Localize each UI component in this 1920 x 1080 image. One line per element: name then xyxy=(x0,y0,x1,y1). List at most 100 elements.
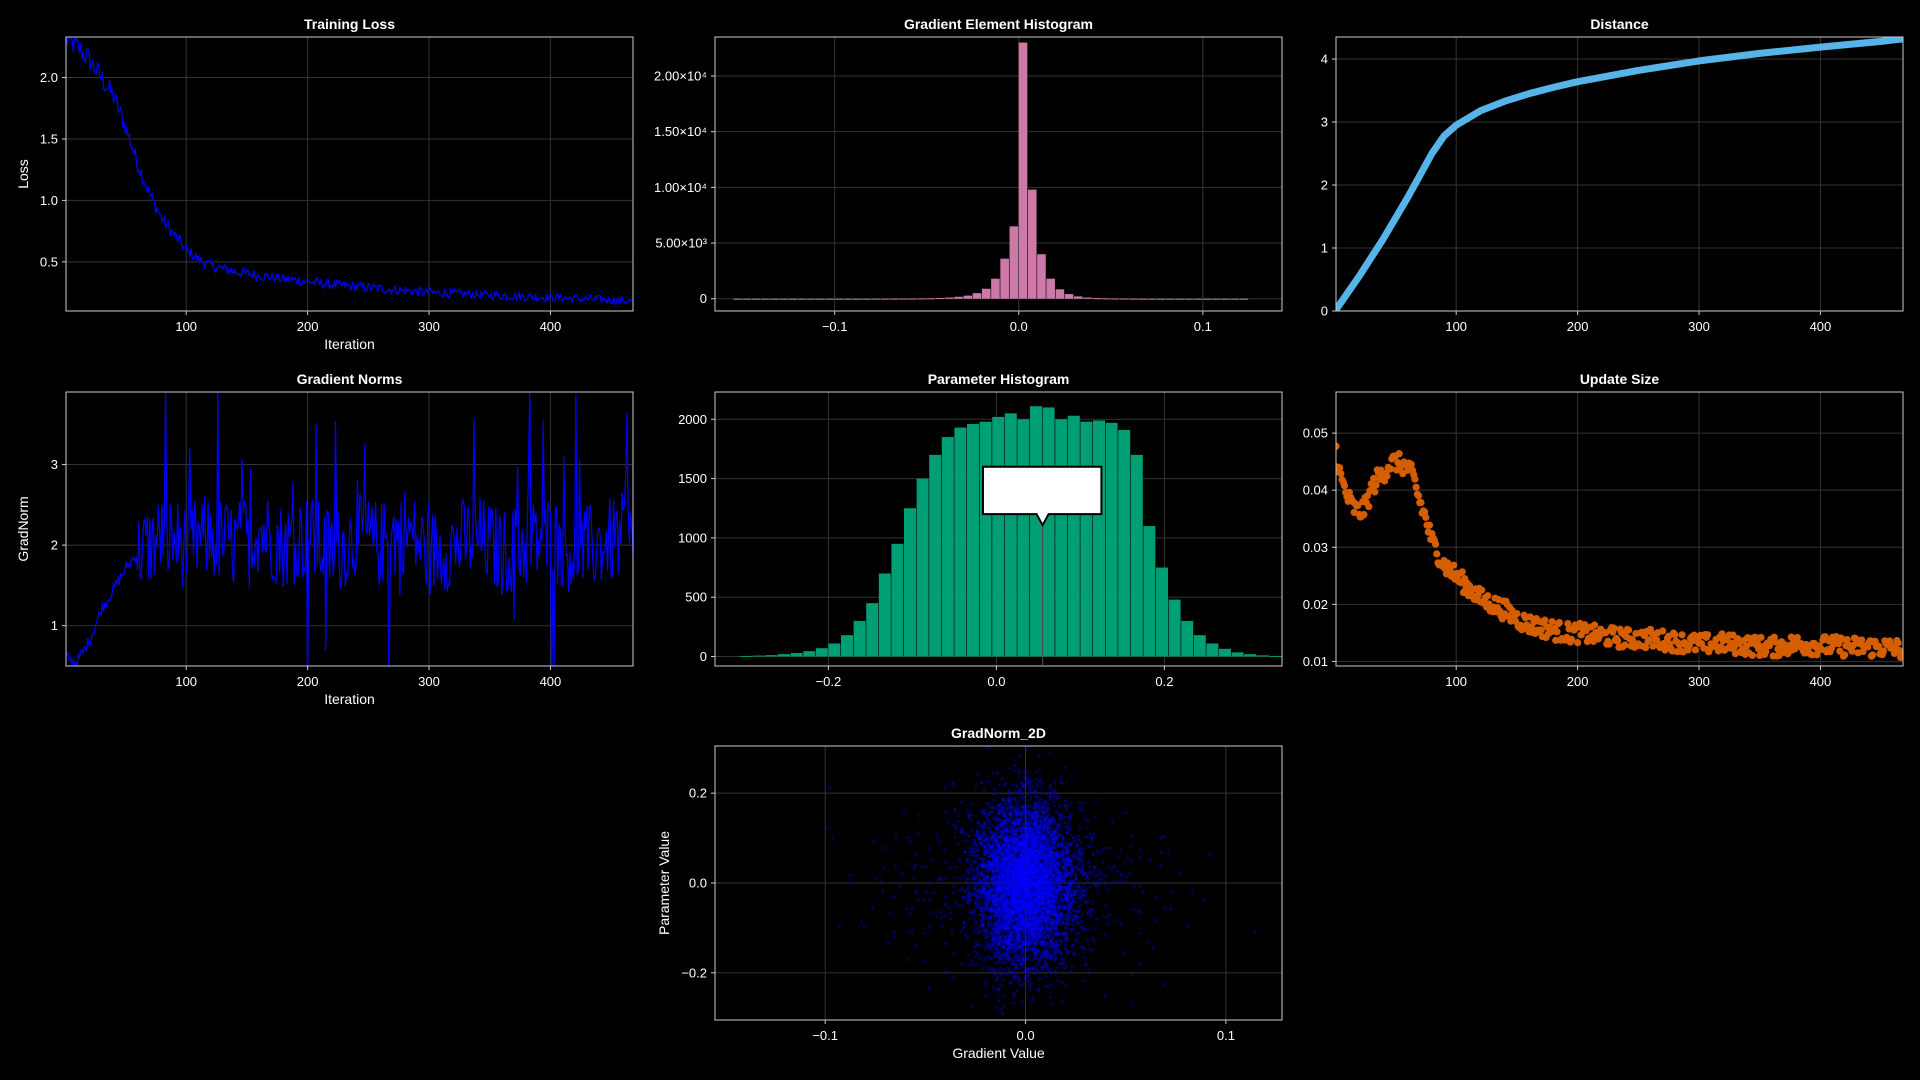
gradnorm-2d-point xyxy=(1003,892,1007,896)
gradnorm-2d-point xyxy=(1062,878,1066,882)
gradnorm-2d-point xyxy=(1055,928,1059,932)
gradnorm-2d-point xyxy=(1084,876,1088,880)
gradnorm-2d-point xyxy=(1031,851,1035,855)
histogram-bar xyxy=(1105,422,1118,657)
gradnorm-2d-point xyxy=(974,921,978,925)
gradnorm-2d-point xyxy=(995,881,999,885)
gradnorm-2d-point xyxy=(1069,832,1073,837)
gradnorm-2d-point xyxy=(998,864,1003,868)
gradnorm-2d-point xyxy=(1020,858,1024,862)
gradnorm-2d-point xyxy=(1041,852,1045,857)
gradnorm-2d-point xyxy=(1041,869,1045,873)
gradnorm-2d-point xyxy=(1047,854,1052,858)
gradnorm-2d-point xyxy=(1007,853,1011,857)
update-size-point xyxy=(1458,568,1466,576)
gradnorm-2d-point xyxy=(1040,916,1044,920)
gradnorm-2d-point xyxy=(1008,811,1013,815)
gradnorm-2d-point xyxy=(1019,869,1024,873)
y-tick-label: 0.05 xyxy=(1303,426,1328,441)
gradnorm-2d-point xyxy=(1018,834,1023,838)
histogram-bar xyxy=(733,298,743,300)
gradnorm-2d-point xyxy=(1034,920,1038,924)
gradnorm-2d-point xyxy=(999,908,1004,912)
gradnorm-2d-point xyxy=(997,845,1001,849)
gradnorm-2d-point xyxy=(1116,870,1120,874)
update-size-point xyxy=(1407,460,1415,468)
gradnorm-2d-point xyxy=(1035,838,1039,842)
gradnorm-2d-point xyxy=(1034,810,1038,814)
gradnorm-2d-point xyxy=(984,887,988,891)
gradnorm-2d-point xyxy=(1042,824,1047,828)
gradnorm-2d-point xyxy=(1039,914,1044,919)
gradnorm-2d-point xyxy=(1046,944,1050,948)
gradnorm-2d-point xyxy=(1000,792,1004,796)
update-size-point xyxy=(1337,469,1345,478)
gradnorm-2d-point xyxy=(1013,918,1018,922)
gradnorm-2d-point xyxy=(1008,855,1012,859)
gradnorm-2d-point xyxy=(969,892,973,897)
gradnorm-2d-point xyxy=(1057,885,1061,889)
gradnorm-2d-point xyxy=(975,880,979,884)
gradnorm-2d-point xyxy=(1036,908,1041,912)
histogram-bar xyxy=(1073,296,1083,299)
gradnorm-2d-point xyxy=(1009,886,1013,890)
gradnorm-2d-point xyxy=(991,938,995,942)
gradnorm-2d-point xyxy=(1037,880,1041,884)
gradnorm-2d-point xyxy=(996,931,1000,935)
gradnorm-2d-point xyxy=(1092,883,1096,887)
gradnorm-2d-point xyxy=(1049,982,1053,986)
gradnorm-2d-point xyxy=(986,934,990,938)
gradnorm-2d-point xyxy=(1027,907,1031,911)
update-size-point xyxy=(1431,540,1440,548)
x-tick-label: 100 xyxy=(175,319,197,334)
gradnorm-2d-point xyxy=(1054,970,1058,974)
gradnorm-2d-point xyxy=(1026,866,1030,870)
gradnorm-2d-point xyxy=(952,807,957,811)
gradnorm-2d-point xyxy=(1001,898,1005,902)
gradnorm-2d-point xyxy=(960,827,964,832)
gradnorm-2d-point xyxy=(1020,914,1024,918)
gradnorm-2d-point xyxy=(991,792,996,796)
gradnorm-2d-point xyxy=(1103,873,1107,877)
gradnorm-2d-point xyxy=(1005,937,1010,942)
gradnorm-2d-point xyxy=(1036,784,1040,788)
gradnorm-2d-point xyxy=(1065,831,1069,835)
gradnorm-2d-point xyxy=(1026,859,1030,863)
gradnorm-2d-point xyxy=(996,907,1000,912)
gradnorm-2d-point xyxy=(1068,818,1073,822)
gradnorm-2d-point xyxy=(1003,888,1007,893)
histogram-bar xyxy=(1156,567,1168,657)
gradnorm-2d-point xyxy=(983,905,987,909)
gradnorm-2d-point xyxy=(1016,839,1020,844)
gradnorm-2d-point xyxy=(1036,988,1040,992)
hover-tooltip[interactable] xyxy=(981,465,1103,528)
gradnorm-2d-point xyxy=(1030,895,1034,900)
gradnorm-2d-point xyxy=(1017,928,1021,932)
gradnorm-2d-point xyxy=(889,912,893,916)
gradnorm-2d-point xyxy=(1036,903,1040,907)
gradnorm-2d-point xyxy=(1042,880,1047,884)
gradnorm-2d-point xyxy=(1013,872,1018,877)
gradnorm-2d-point xyxy=(1043,872,1047,876)
gradient-norms-xlabel: Iteration xyxy=(324,691,375,707)
gradnorm-2d-panel: −0.1 0.0 0.1−0.20.00.2GradNorm_2DGradient … xyxy=(656,725,1283,1061)
gradnorm-2d-point xyxy=(848,873,853,877)
gradnorm-2d-point xyxy=(1035,814,1039,818)
gradnorm-2d-point xyxy=(1028,865,1033,869)
gradnorm-2d-point xyxy=(990,945,994,949)
gradnorm-2d-point xyxy=(1037,918,1042,922)
gradnorm-2d-point xyxy=(968,898,972,902)
gradnorm-2d-point xyxy=(1012,889,1016,893)
gradnorm-2d-point xyxy=(1007,855,1011,859)
gradnorm-2d-point xyxy=(1011,847,1016,851)
gradnorm-2d-point xyxy=(954,827,958,831)
gradnorm-2d-point xyxy=(1024,906,1028,910)
gradnorm-2d-point xyxy=(1004,858,1008,862)
gradnorm-2d-point xyxy=(982,885,986,889)
gradnorm-2d-point xyxy=(975,882,979,886)
gradnorm-2d-point xyxy=(983,821,987,825)
gradnorm-2d-point xyxy=(1055,916,1059,920)
gradnorm-2d-point xyxy=(1071,899,1076,904)
gradnorm-2d-point xyxy=(1013,864,1017,869)
gradnorm-2d-point xyxy=(1074,910,1078,914)
